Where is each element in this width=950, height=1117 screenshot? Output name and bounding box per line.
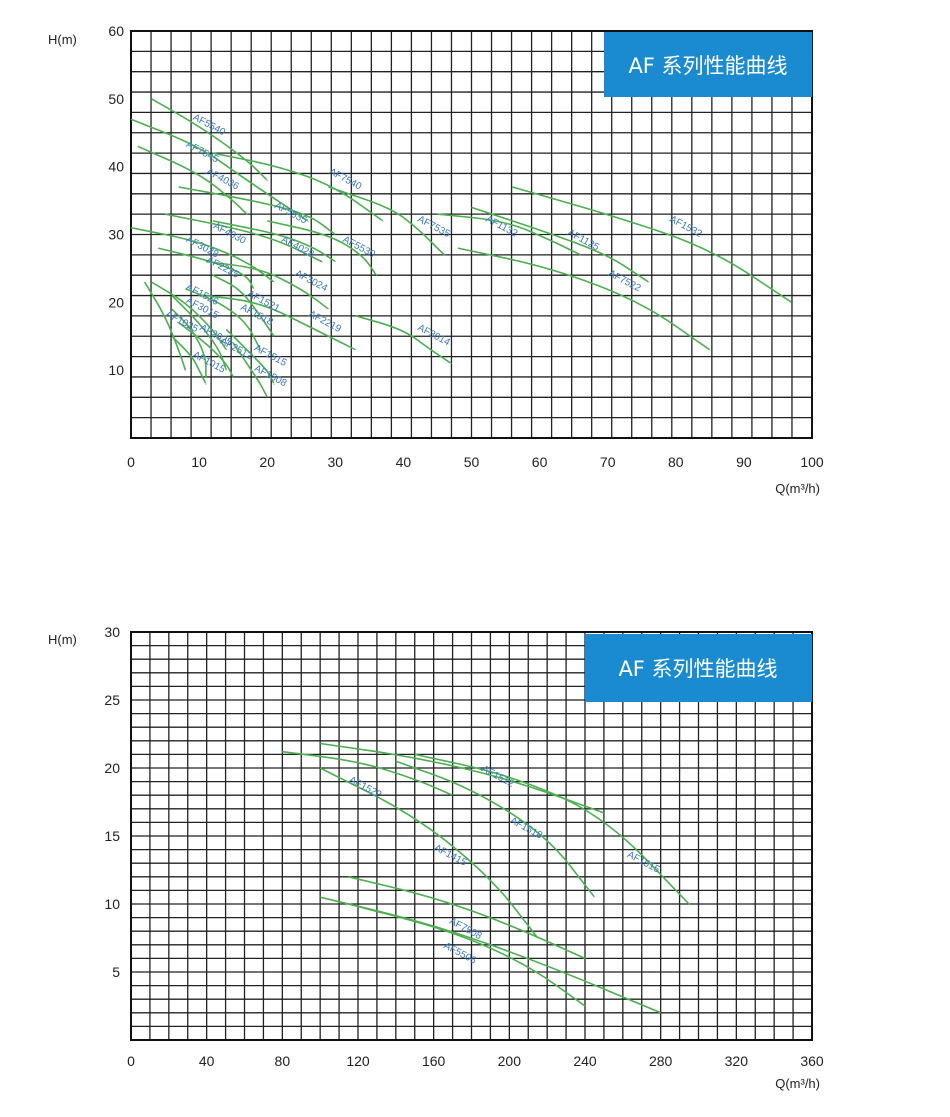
x-tick-label: 320 xyxy=(725,1053,749,1069)
curve-af7540 xyxy=(212,152,384,222)
curve-label: AF2219 xyxy=(307,309,343,335)
chart-1-title: AF 系列性能曲线 xyxy=(628,54,787,78)
y-tick-label: 60 xyxy=(108,23,124,39)
chart-2-y-axis-title: H(m) xyxy=(48,632,77,647)
y-tick-label: 10 xyxy=(108,362,124,378)
curve-af1132 xyxy=(437,213,582,256)
y-tick-label: 30 xyxy=(108,227,124,243)
x-tick-label: 120 xyxy=(346,1053,370,1069)
chart-2: AF1522 AF1512AF1518AF1515AF1415AF7508AF55… xyxy=(48,624,824,1091)
x-tick-label: 160 xyxy=(422,1053,446,1069)
curve-af1522 xyxy=(282,750,454,796)
curve-label: AF1518 xyxy=(508,815,544,841)
curve-af1515 xyxy=(414,753,690,905)
curve-af3014 xyxy=(355,315,452,365)
x-tick-label: 30 xyxy=(328,454,344,470)
curve-label: AF4036 xyxy=(204,166,240,192)
chart-2-x-axis-title: Q(m³/h) xyxy=(775,1076,820,1091)
chart-1-title-banner xyxy=(604,32,812,97)
curve-af1508 xyxy=(232,342,268,398)
curve-label: AF7545 xyxy=(184,139,220,165)
plot-frame xyxy=(130,30,813,439)
chart-1-curves xyxy=(130,98,793,398)
x-tick-label: 80 xyxy=(668,454,684,470)
y-tick-label: 10 xyxy=(104,896,120,912)
chart-2-title-banner xyxy=(585,634,812,702)
curve-label: AF4028 xyxy=(279,234,315,260)
y-tick-label: 20 xyxy=(104,760,120,776)
curve-af1125 xyxy=(471,206,650,283)
curve-af2219 xyxy=(205,294,357,351)
y-tick-label: 5 xyxy=(112,964,120,980)
curve-af1025 xyxy=(143,281,187,371)
x-tick-label: 80 xyxy=(275,1053,291,1069)
curve-af1518 xyxy=(185,288,262,351)
curve-label: AF2225 xyxy=(204,255,240,281)
x-tick-label: 70 xyxy=(600,454,616,470)
curve-label: AF1515 xyxy=(625,849,661,875)
curve-af3015 xyxy=(171,295,228,371)
curve-af2225 xyxy=(158,247,255,290)
chart-2-curve-labels: AF1522 AF1512AF1518AF1515AF1415AF7508AF55… xyxy=(347,764,662,967)
y-tick-label: 25 xyxy=(104,692,120,708)
x-tick-label: 0 xyxy=(127,1053,135,1069)
curve-label: AF1025 xyxy=(164,309,200,335)
curve-label: AF1015 xyxy=(191,350,227,376)
curve-af7522 xyxy=(457,247,711,351)
curve-af7508 xyxy=(348,876,586,960)
curve-label: AF3014 xyxy=(416,322,452,348)
curve-af2025 xyxy=(171,308,207,378)
x-tick-label: 40 xyxy=(396,454,412,470)
curve-af1532 xyxy=(512,186,793,304)
curve-af4028 xyxy=(212,220,337,263)
curve-af1515 xyxy=(225,328,275,385)
x-tick-label: 0 xyxy=(127,454,135,470)
curve-af3028 xyxy=(130,226,275,283)
x-tick-label: 240 xyxy=(573,1053,597,1069)
chart-1-x-axis-title: Q(m³/h) xyxy=(775,481,820,496)
curve-af2512 xyxy=(178,322,234,378)
curve-af1015 xyxy=(171,335,207,385)
y-tick-label: 30 xyxy=(104,624,120,640)
x-tick-label: 10 xyxy=(191,454,207,470)
curve-af1415 xyxy=(319,767,539,939)
y-tick-label: 20 xyxy=(108,294,124,310)
y-tick-label: 15 xyxy=(104,828,120,844)
curve-af7535 xyxy=(328,186,446,256)
x-tick-label: 200 xyxy=(498,1053,522,1069)
chart-2-title: AF 系列性能曲线 xyxy=(618,657,777,681)
chart-1-tick-labels: 0 10 20 30 40 50 60 70 80 90 100 10 20 30 40 50 60 xyxy=(108,23,823,470)
curve-af1526 xyxy=(150,281,228,351)
x-tick-label: 40 xyxy=(199,1053,215,1069)
x-tick-label: 90 xyxy=(736,454,752,470)
curve-label: AF1522 xyxy=(347,775,383,801)
y-tick-label: 40 xyxy=(108,159,124,175)
curve-af4030 xyxy=(164,213,323,263)
x-tick-label: 100 xyxy=(800,454,824,470)
curve-af4036 xyxy=(137,145,248,215)
x-tick-label: 20 xyxy=(259,454,275,470)
x-tick-label: 50 xyxy=(464,454,480,470)
chart-1-y-axis-title: H(m) xyxy=(48,32,77,47)
x-tick-label: 280 xyxy=(649,1053,673,1069)
curve-af5540 xyxy=(151,98,268,182)
y-tick-label: 50 xyxy=(108,91,124,107)
curve-label: AF7535 xyxy=(416,214,452,240)
curve-af1512 xyxy=(320,742,605,814)
chart-2-tick-labels: 0 40 80 120 160 200 240 280 320 360 5 10 15 20 25 30 xyxy=(104,624,823,1069)
x-tick-label: 60 xyxy=(532,454,548,470)
plot-frame xyxy=(130,631,813,1041)
curve-label: AF1415 xyxy=(432,843,468,869)
curve-af3024 xyxy=(205,260,330,310)
curve-af5506b xyxy=(348,903,586,1007)
curve-af5535 xyxy=(178,186,336,236)
curve-af1518 xyxy=(395,760,596,898)
curve-af5530 xyxy=(267,220,378,276)
x-tick-label: 360 xyxy=(800,1053,824,1069)
chart-2-curves xyxy=(282,742,690,1014)
